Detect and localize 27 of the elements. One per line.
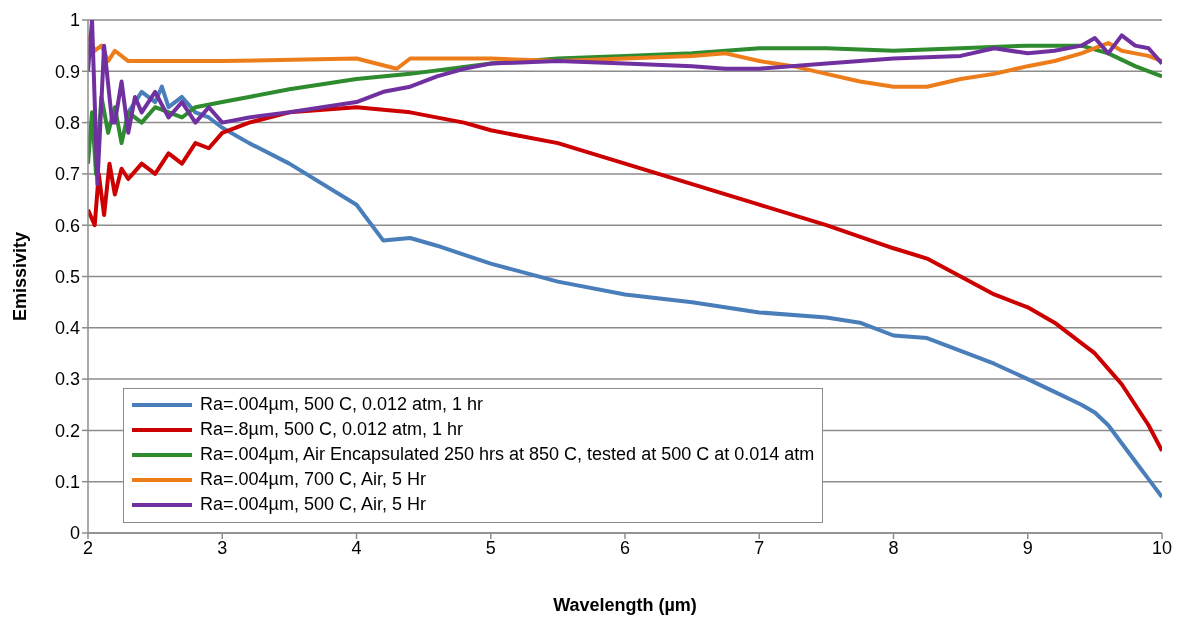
x-tick-label: 7 [754,537,765,558]
y-tick-label: 0.4 [54,318,80,339]
x-tick-label: 10 [1151,537,1173,558]
legend-label: Ra=.004µm, 500 C, Air, 5 Hr [200,493,426,516]
x-tick-label: 8 [888,537,899,558]
x-tick-label: 2 [82,537,94,558]
legend-label: Ra=.004µm, 700 C, Air, 5 Hr [200,468,426,491]
y-tick-label: 0.7 [54,164,80,185]
y-tick-label: 0.2 [54,420,80,441]
y-tick-label: 0.5 [54,266,80,287]
y-tick-label: 0.9 [54,61,80,82]
legend-label: Ra=.004µm, Air Encapsulated 250 hrs at 850 C, tested at 500 C at 0.014 atm [200,443,815,466]
y-tick-label: 1 [69,10,80,31]
legend-label: Ra=.004µm, 500 C, 0.012 atm, 1 hr [200,393,484,416]
legend-label: Ra=.8µm, 500 C, 0.012 atm, 1 hr [200,418,464,441]
x-tick-label: 4 [351,537,362,558]
x-tick-label: 3 [217,537,228,558]
y-axis-title: Emissivity [10,231,31,322]
y-tick-label: 0.8 [54,112,80,133]
y-tick-label: 0.6 [54,215,80,236]
x-axis-title: Wavelength (µm) [553,595,697,615]
y-tick-label: 0.1 [54,472,80,493]
y-tick-label: 0 [69,523,80,544]
x-tick-label: 6 [619,537,631,558]
x-tick-label: 5 [485,537,496,558]
x-tick-label: 9 [1022,537,1033,558]
y-tick-label: 0.3 [54,369,80,390]
